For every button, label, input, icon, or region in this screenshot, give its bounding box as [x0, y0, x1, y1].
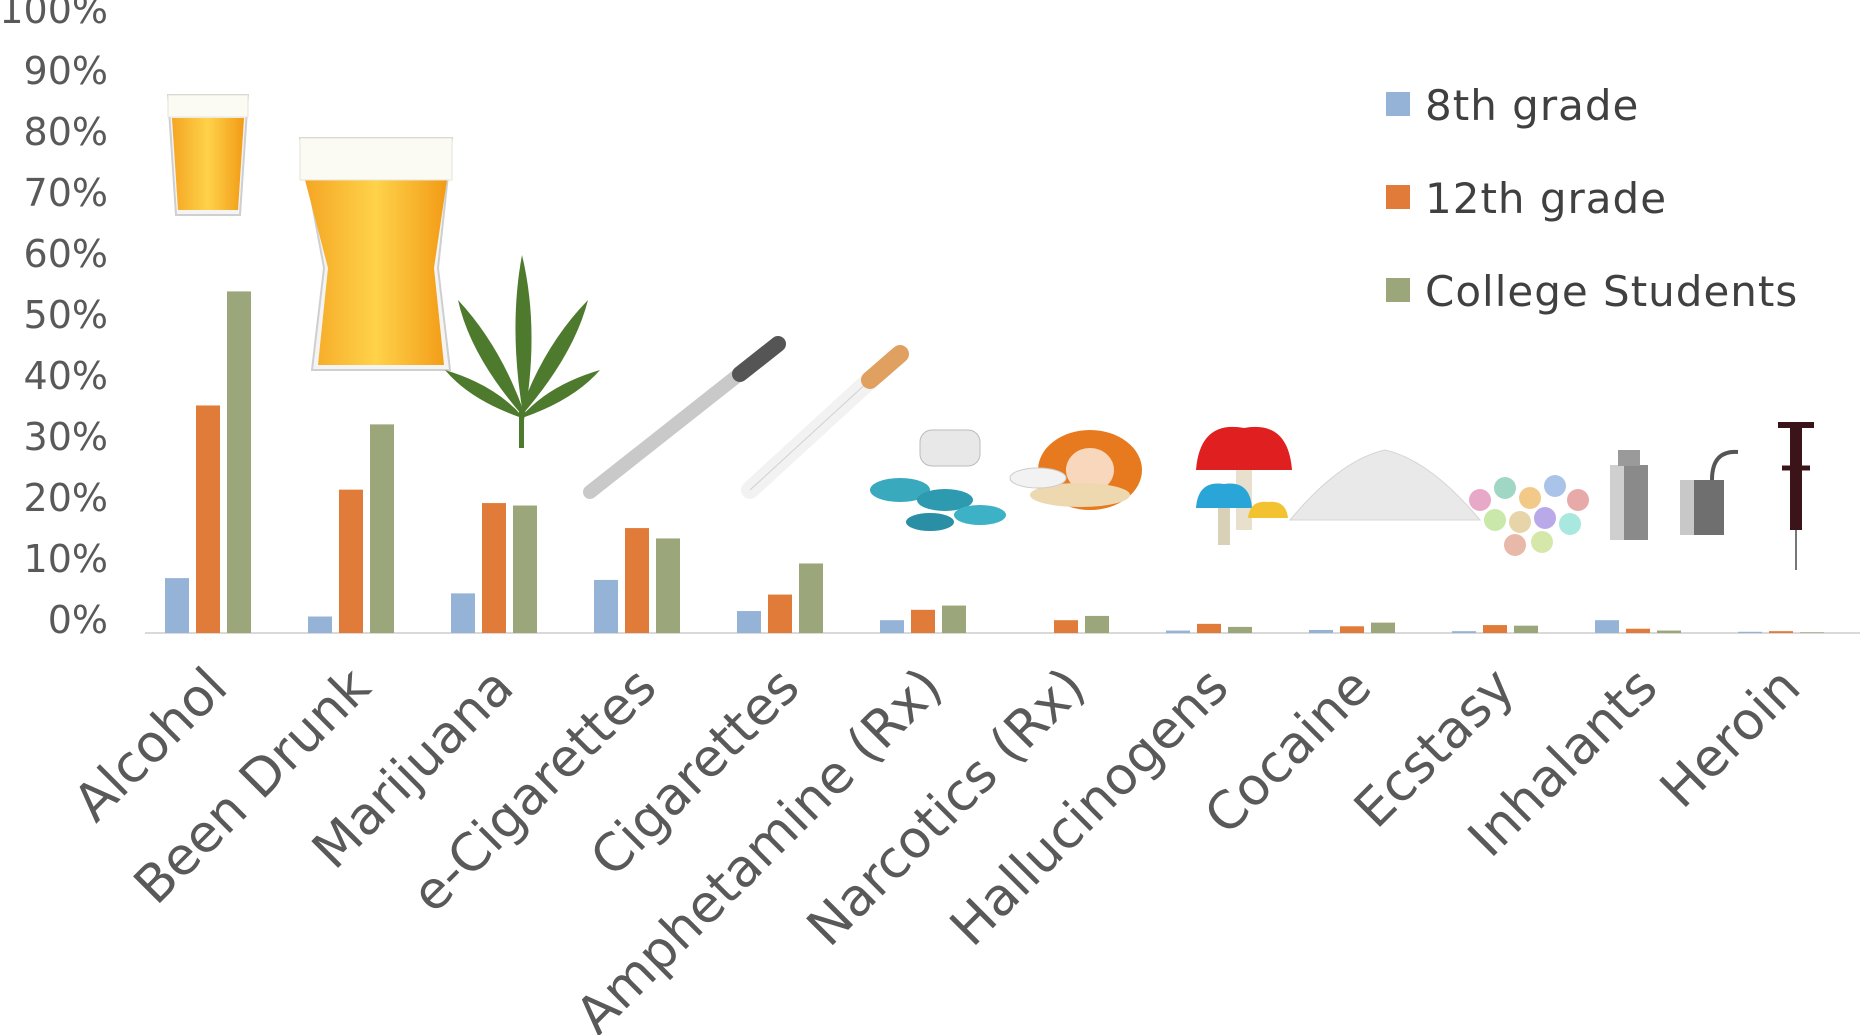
- bar-8th-grade-e-cigarettes: [594, 579, 618, 633]
- bar-8th-grade-amphetamine-rx-: [880, 620, 904, 633]
- powder-icon: [1288, 449, 1482, 521]
- y-axis: 0% 10% 20% 30% 40% 50% 60% 70% 80% 90% 1…: [0, 0, 108, 642]
- bar-12th-grade-hallucinogens: [1197, 623, 1221, 633]
- bar-12th-grade-marijuana: [482, 503, 506, 633]
- bar-8th-grade-cocaine: [1309, 629, 1333, 633]
- e-cigarette-icon: [583, 336, 786, 499]
- beer-pint-icon: [298, 137, 454, 371]
- bar-8th-grade-alcohol: [165, 578, 189, 633]
- bar-12th-grade-inhalants: [1626, 628, 1650, 633]
- cannabis-leaf-icon: [445, 255, 600, 448]
- y-tick-label: 90%: [24, 49, 108, 93]
- bar-college-students-ecstasy: [1514, 625, 1538, 633]
- bar-8th-grade-cigarettes: [737, 611, 761, 633]
- bar-college-students-narcotics-rx-: [1085, 615, 1109, 633]
- legend-label: 12th grade: [1425, 174, 1667, 223]
- bar-college-students-marijuana: [513, 505, 537, 633]
- y-tick-label: 50%: [24, 293, 108, 337]
- bar-12th-grade-been-drunk: [339, 489, 363, 633]
- category-label: e-Cigarettes: [401, 657, 669, 925]
- y-tick-label: 70%: [24, 171, 108, 215]
- bar-12th-grade-cocaine: [1340, 626, 1364, 633]
- bar-12th-grade-heroin: [1769, 631, 1793, 633]
- bar-8th-grade-inhalants: [1595, 620, 1619, 633]
- category-label: Heroin: [1649, 657, 1812, 820]
- legend-label: College Students: [1425, 267, 1798, 316]
- legend-swatch-12th-grade: [1386, 185, 1410, 209]
- y-tick-label: 20%: [24, 476, 108, 520]
- bar-8th-grade-marijuana: [451, 593, 475, 633]
- bar-college-students-e-cigarettes: [656, 538, 680, 633]
- bar-12th-grade-cigarettes: [768, 594, 792, 633]
- syringe-icon: [1778, 422, 1814, 570]
- bar-college-students-cigarettes: [799, 563, 823, 633]
- pills-icon: [870, 429, 1006, 531]
- legend-swatch-college-students: [1386, 278, 1410, 302]
- bar-12th-grade-amphetamine-rx-: [911, 609, 935, 633]
- y-tick-label: 30%: [24, 415, 108, 459]
- legend-label: 8th grade: [1425, 81, 1639, 130]
- mushroom-icon: [1196, 426, 1292, 545]
- bar-college-students-heroin: [1800, 632, 1824, 633]
- y-tick-label: 0%: [48, 598, 108, 642]
- bar-college-students-alcohol: [227, 291, 251, 633]
- y-tick-label: 60%: [24, 232, 108, 276]
- y-tick-label: 40%: [24, 354, 108, 398]
- bar-8th-grade-heroin: [1738, 631, 1762, 633]
- y-tick-label: 80%: [24, 110, 108, 154]
- bar-college-students-cocaine: [1371, 622, 1395, 633]
- pill-bottle-icon: [1009, 430, 1142, 510]
- bar-8th-grade-been-drunk: [308, 616, 332, 633]
- bars-group: [165, 291, 1824, 633]
- bar-college-students-inhalants: [1657, 630, 1681, 633]
- bar-12th-grade-alcohol: [196, 405, 220, 633]
- y-tick-label: 10%: [24, 537, 108, 581]
- bar-12th-grade-narcotics-rx-: [1054, 620, 1078, 633]
- x-axis-categories: Alcohol Been Drunk Marijuana e-Cigarette…: [63, 657, 1813, 1035]
- y-tick-label: 100%: [0, 0, 108, 32]
- bar-12th-grade-e-cigarettes: [625, 528, 649, 633]
- illustrations: [166, 94, 1814, 570]
- bar-8th-grade-ecstasy: [1452, 631, 1476, 633]
- ecstasy-tablets-icon: [1469, 475, 1589, 556]
- beer-glass-icon: [166, 94, 250, 216]
- legend-swatch-8th-grade: [1386, 92, 1410, 116]
- bar-college-students-amphetamine-rx-: [942, 605, 966, 633]
- cigarette-icon: [741, 345, 909, 499]
- bar-12th-grade-ecstasy: [1483, 625, 1507, 633]
- legend: 8th grade 12th grade College Students: [1386, 81, 1798, 316]
- bar-college-students-been-drunk: [370, 424, 394, 633]
- bar-8th-grade-hallucinogens: [1166, 630, 1190, 633]
- bar-college-students-hallucinogens: [1228, 626, 1252, 633]
- spray-can-icon: [1610, 449, 1739, 540]
